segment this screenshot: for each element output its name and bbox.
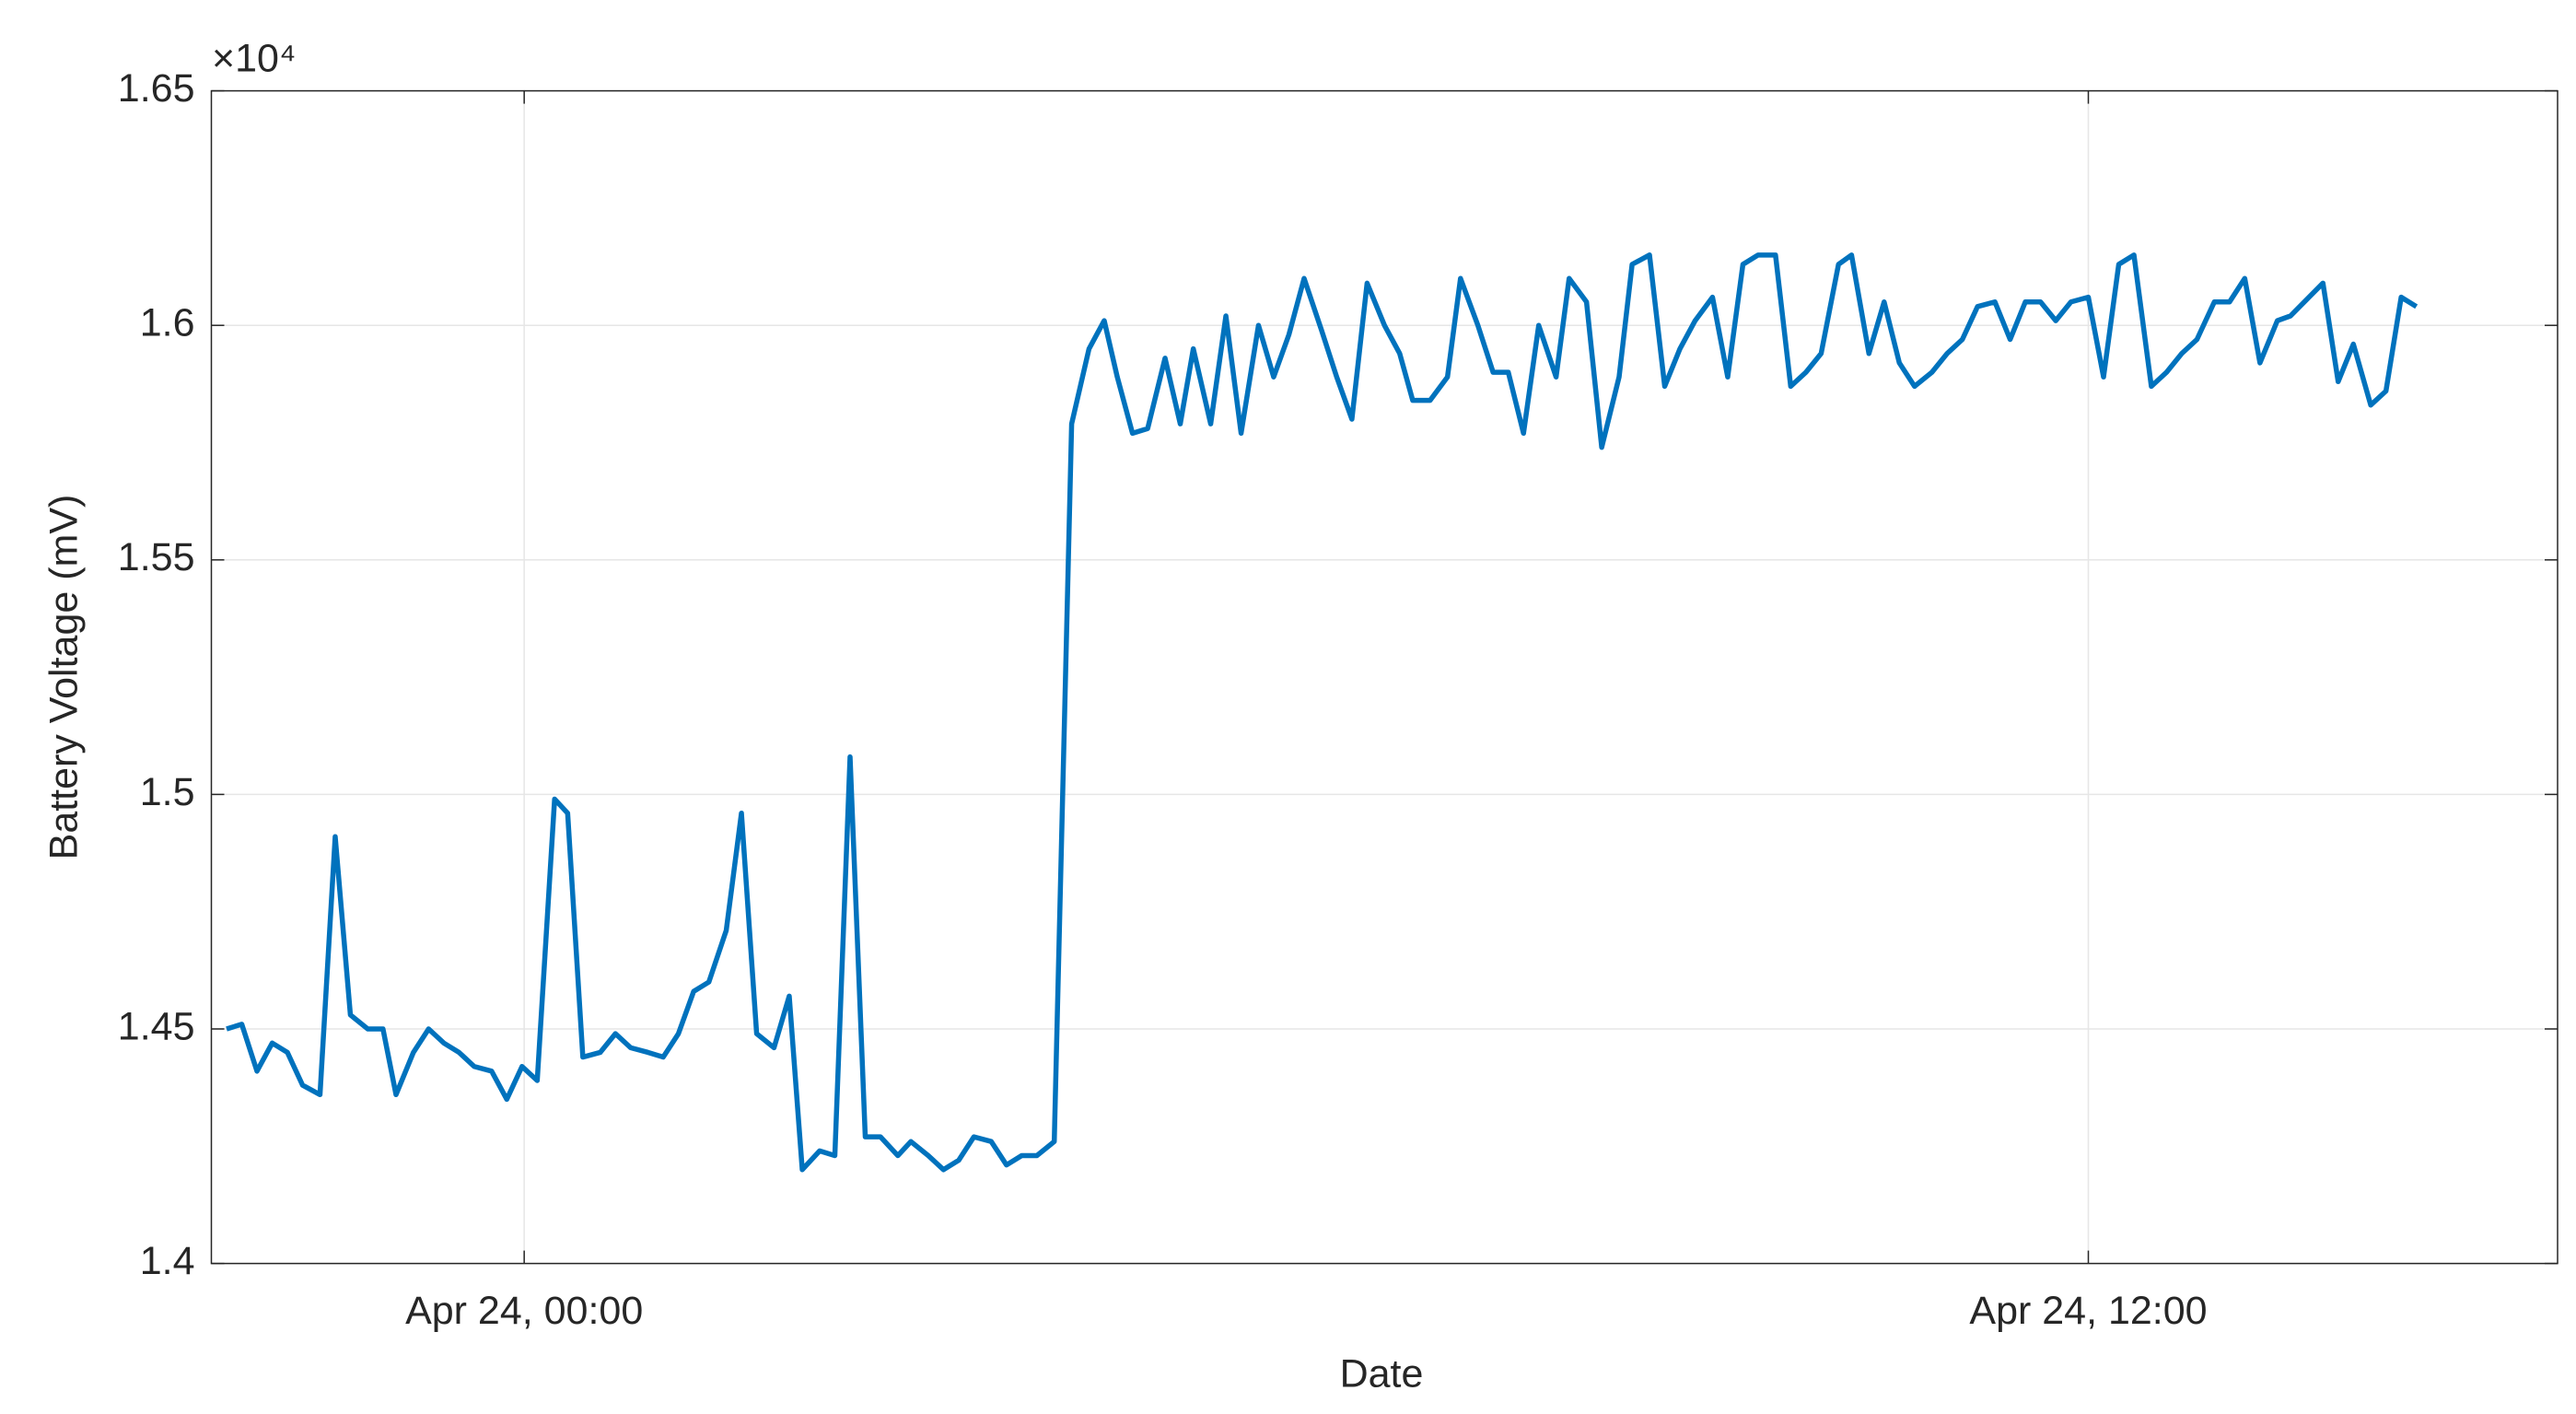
y-tick-label: 1.6 <box>140 301 195 345</box>
y-tick-label: 1.65 <box>118 66 195 111</box>
y-tick-label: 1.5 <box>140 770 195 814</box>
x-axis-label: Date <box>1340 1351 1424 1396</box>
x-tick-label: Apr 24, 12:00 <box>1969 1289 2207 1333</box>
y-axis-label: Battery Voltage (mV) <box>41 495 86 860</box>
axes-box <box>210 89 2559 1265</box>
data-line <box>226 252 2419 1173</box>
y-tick-label: 1.55 <box>118 535 195 579</box>
y-exponent-label: ×10⁴ <box>212 36 296 80</box>
y-tick-label: 1.45 <box>118 1004 195 1048</box>
x-tick-label: Apr 24, 00:00 <box>405 1289 643 1333</box>
y-tick-label: 1.4 <box>140 1239 195 1283</box>
